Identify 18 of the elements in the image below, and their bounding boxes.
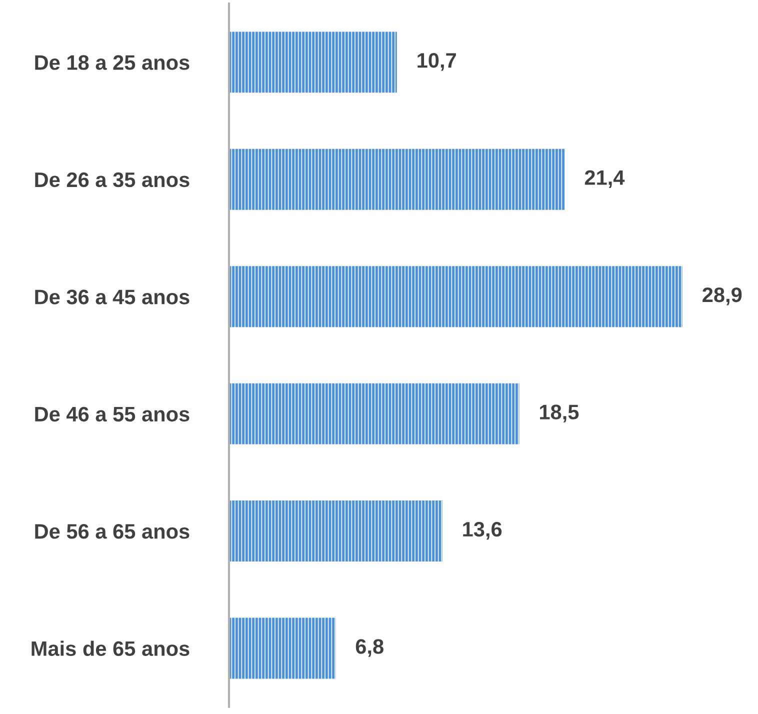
y-tick-label: De 26 a 35 anos [35,172,190,188]
y-tick-label: De 18 a 25 anos [35,55,190,70]
data-label: 28,9 [702,287,742,306]
y-tick-label: De 56 a 65 anos [35,524,190,539]
bar [229,500,442,562]
bar [229,266,682,328]
y-tick-label: De 46 a 55 anos [35,406,190,422]
y-tick-label: De 36 a 45 anos [35,290,190,304]
data-label: 21,4 [584,170,625,188]
bar [229,383,520,444]
data-label: 18,5 [540,404,579,422]
data-label: 6,8 [356,639,384,657]
bar [229,148,565,210]
y-tick-label: Mais de 65 anos [32,640,190,656]
bar [229,32,397,93]
data-label: 13,6 [463,522,502,540]
bar [229,618,336,679]
data-label: 10,7 [418,53,456,71]
